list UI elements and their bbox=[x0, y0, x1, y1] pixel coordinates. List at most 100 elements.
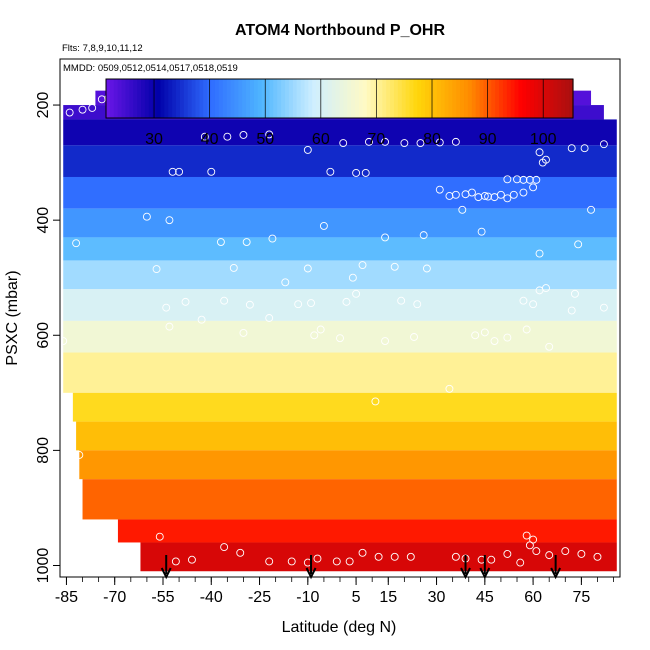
colorbar-cell bbox=[285, 79, 290, 118]
observation-point bbox=[419, 231, 428, 240]
x-tick-label: 30 bbox=[428, 589, 446, 606]
observation-point bbox=[313, 554, 322, 563]
observation-point bbox=[390, 262, 399, 271]
observation-point bbox=[239, 329, 248, 337]
colorbar-cell bbox=[117, 79, 123, 118]
observation-point bbox=[162, 303, 171, 312]
observation-point bbox=[168, 167, 177, 176]
observation-point bbox=[542, 284, 550, 293]
observation-point bbox=[152, 265, 161, 274]
colorbar-cell bbox=[569, 79, 574, 118]
colorbar-tick-label: 40 bbox=[201, 131, 219, 148]
colorbar-cell bbox=[526, 79, 531, 118]
heatmap-band bbox=[63, 237, 617, 261]
colorbar-cell bbox=[425, 79, 430, 118]
heatmap-band bbox=[72, 392, 617, 422]
observation-point bbox=[525, 175, 534, 184]
observation-point bbox=[307, 299, 315, 307]
colorbar-cell bbox=[125, 79, 130, 118]
colorbar-cell bbox=[203, 79, 208, 118]
colorbar-cell bbox=[156, 79, 162, 118]
heatmap-bands bbox=[63, 90, 617, 572]
colorbar-cell bbox=[467, 79, 473, 118]
colorbar-cell bbox=[288, 79, 294, 118]
observation-point bbox=[361, 169, 370, 177]
colorbar-cell bbox=[549, 79, 555, 118]
colorbar-cell bbox=[351, 79, 356, 118]
colorbar-cell bbox=[417, 79, 422, 118]
colorbar-cell bbox=[471, 79, 477, 118]
colorbar-cell bbox=[495, 79, 500, 118]
observation-point bbox=[410, 333, 418, 341]
observation-point bbox=[65, 108, 74, 117]
observation-point bbox=[422, 264, 431, 273]
observation-point bbox=[316, 325, 325, 334]
colorbar-cell bbox=[499, 79, 504, 118]
y-tick-label: 600 bbox=[35, 322, 52, 349]
x-tick-label: -70 bbox=[103, 589, 126, 606]
observation-point bbox=[529, 300, 538, 309]
colorbar-tick-label: 70 bbox=[368, 131, 386, 148]
colorbar-frame bbox=[105, 78, 574, 119]
colorbar-cell bbox=[222, 79, 228, 118]
observation-point bbox=[197, 315, 206, 324]
colorbar-cell bbox=[444, 79, 450, 118]
colorbar-cell bbox=[541, 79, 547, 118]
observation-point bbox=[88, 103, 97, 112]
observation-point bbox=[319, 221, 328, 230]
colorbar-cell bbox=[370, 79, 376, 118]
observation-point bbox=[374, 552, 383, 561]
colorbar-cell bbox=[246, 79, 251, 118]
colorbar-cell bbox=[137, 79, 142, 118]
chart-title: ATOM4 Northbound P_OHR bbox=[235, 22, 446, 39]
colorbar-cell bbox=[502, 79, 508, 118]
colorbar-cell bbox=[347, 79, 352, 118]
colorbar-cell bbox=[160, 79, 165, 118]
observation-point bbox=[468, 188, 476, 197]
x-tick-label: 75 bbox=[572, 589, 590, 606]
colorbar-tick-label: 100 bbox=[530, 131, 557, 148]
colorbar-cell bbox=[308, 79, 313, 118]
colorbar-cell bbox=[277, 79, 282, 118]
observation-point bbox=[265, 314, 274, 322]
observation-point bbox=[352, 289, 361, 298]
observation-point bbox=[358, 548, 367, 557]
observation-point bbox=[519, 188, 528, 197]
colorbar-cell bbox=[109, 79, 115, 118]
colorbar-cell bbox=[172, 79, 177, 118]
observation-point bbox=[342, 297, 351, 306]
colorbar-cell bbox=[413, 79, 418, 118]
colorbar-cell bbox=[557, 79, 562, 118]
colorbar-cell bbox=[273, 79, 278, 118]
colorbar-cell bbox=[144, 79, 150, 118]
colorbar-cell bbox=[304, 79, 309, 118]
observation-point bbox=[545, 551, 554, 560]
observation-point bbox=[451, 552, 460, 561]
y-tick-label: 400 bbox=[35, 207, 52, 234]
observation-point bbox=[171, 557, 180, 566]
observation-point bbox=[303, 145, 312, 154]
colorbar-cell bbox=[269, 79, 274, 118]
observation-points bbox=[59, 94, 608, 567]
observation-point bbox=[229, 263, 238, 272]
colorbar-cell bbox=[312, 79, 317, 118]
observation-point bbox=[265, 130, 274, 139]
observation-point bbox=[503, 333, 512, 342]
observation-point bbox=[519, 296, 528, 305]
colorbar-cell bbox=[261, 79, 267, 118]
observation-point bbox=[484, 192, 492, 201]
colorbar-cell bbox=[339, 79, 344, 118]
observation-point bbox=[294, 300, 303, 309]
colorbar-cell bbox=[343, 79, 348, 118]
colorbar-cell bbox=[129, 79, 134, 118]
observation-point bbox=[574, 240, 583, 249]
colorbar-cell bbox=[179, 79, 185, 118]
heatmap-band bbox=[63, 352, 617, 393]
colorbar-cell bbox=[506, 79, 512, 118]
colorbar-tick-label: 30 bbox=[145, 131, 163, 148]
colorbar-cell bbox=[553, 79, 559, 118]
colorbar-cell bbox=[121, 79, 127, 118]
observation-point bbox=[352, 169, 361, 177]
observation-point bbox=[522, 531, 531, 540]
colorbar-cell bbox=[464, 79, 469, 118]
